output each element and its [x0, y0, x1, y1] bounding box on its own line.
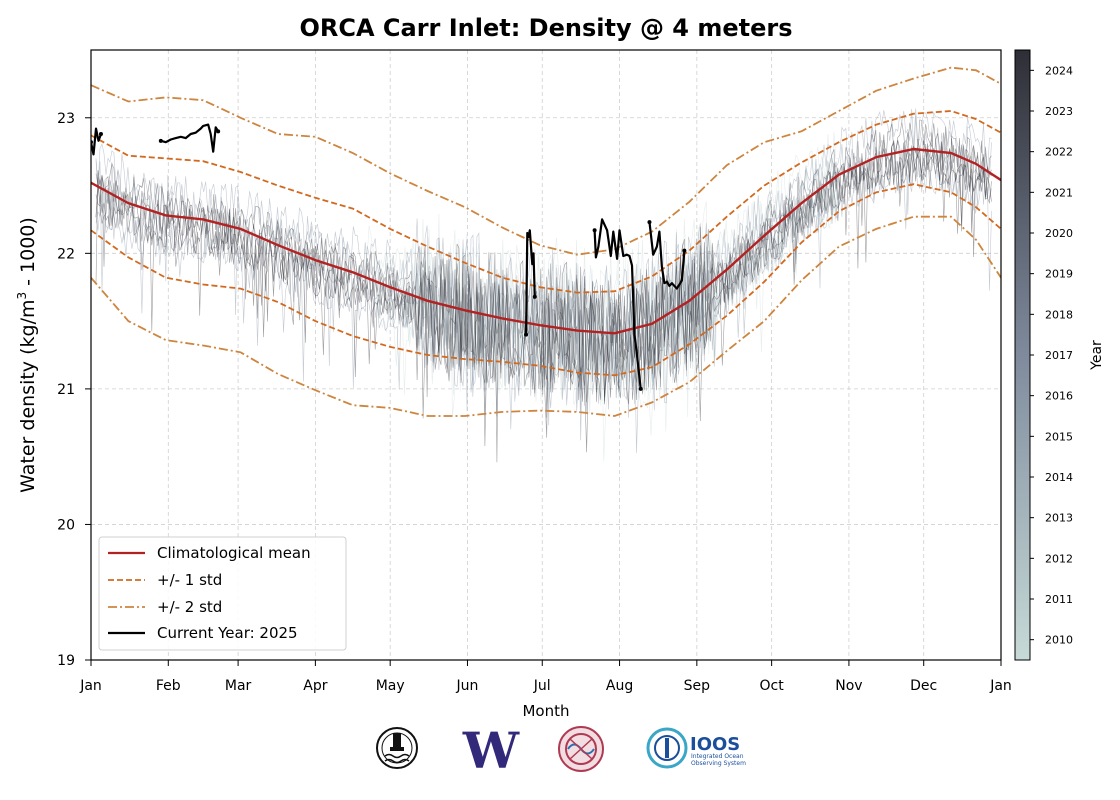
colorbar-tick-label: 2013 — [1045, 512, 1073, 525]
y-tick-label: 19 — [57, 653, 75, 669]
current-year-segment — [160, 123, 220, 153]
colorbar-tick-label: 2011 — [1045, 593, 1073, 606]
plot-frame — [90, 49, 1002, 661]
current-year-point — [158, 138, 163, 143]
current-year-segment — [648, 222, 686, 290]
svg-text:Observing System: Observing System — [691, 760, 746, 767]
grid-lines — [91, 50, 1001, 660]
x-tick-label: Aug — [606, 678, 633, 694]
colorbar-tick-label: 2020 — [1045, 227, 1073, 240]
current-year-segment — [91, 127, 103, 156]
x-tick-label: Dec — [910, 678, 937, 694]
legend-label-std2: +/- 2 std — [157, 598, 222, 616]
y-tick-label: 20 — [57, 517, 75, 533]
y-tick-label: 21 — [57, 382, 75, 398]
historical-year-trace — [95, 147, 992, 453]
historical-year-trace — [389, 181, 839, 406]
x-tick-label: May — [376, 678, 405, 694]
historical-year-trace — [95, 138, 992, 403]
historical-year-trace — [95, 119, 992, 463]
historical-year-trace — [95, 108, 992, 414]
current-year-point — [532, 294, 537, 299]
colorbar-tick-label: 2016 — [1045, 390, 1073, 403]
current-year-point — [682, 248, 687, 253]
y-tick-label: 23 — [57, 111, 75, 127]
colorbar-tick-label: 2015 — [1045, 430, 1073, 443]
svg-text:Integrated Ocean: Integrated Ocean — [691, 753, 744, 760]
x-tick-label: Apr — [303, 678, 327, 694]
x-axis-ticks: Jan Feb Mar Apr May Jun Jul Aug Sep Oct Nov Dec Jan — [79, 660, 1012, 694]
colorbar-tick-label: 2024 — [1045, 64, 1073, 77]
colorbar-tick-label: 2021 — [1045, 186, 1073, 199]
legend-label-current: Current Year: 2025 — [157, 624, 298, 642]
x-tick-label: Sep — [684, 678, 711, 694]
y-tick-label: 22 — [57, 246, 75, 262]
colorbar-tick-label: 2023 — [1045, 105, 1073, 118]
x-tick-label: Nov — [835, 678, 862, 694]
std-bands — [91, 66, 1001, 417]
y-axis-ticks: 19 20 21 22 23 — [57, 111, 91, 669]
colorbar-tick-label: 2019 — [1045, 268, 1073, 281]
std2-lower-line — [91, 215, 1001, 417]
orca-buoy-logo — [376, 727, 418, 769]
current-year-series — [91, 123, 687, 391]
x-tick-label: Mar — [225, 678, 252, 694]
x-tick-label: Jan — [79, 678, 102, 694]
std2-upper-line — [91, 66, 1001, 256]
legend-box — [98, 536, 347, 651]
current-year-point — [524, 332, 529, 337]
svg-text:IOOS: IOOS — [690, 734, 740, 755]
std1-lower-line — [91, 183, 1001, 377]
x-tick-label: Jan — [989, 678, 1012, 694]
historical-year-trace — [364, 131, 838, 377]
current-year-point — [592, 228, 597, 233]
historical-year-trace — [95, 149, 992, 441]
x-tick-label: Feb — [156, 678, 181, 694]
std1-upper-line — [91, 110, 1001, 294]
current-year-point — [638, 386, 643, 391]
colorbar-label: Year — [1089, 340, 1105, 371]
historical-year-trace — [380, 156, 838, 432]
historical-year-trace — [392, 171, 839, 417]
historical-year-trace — [95, 116, 992, 416]
colorbar-ticks: 2010 2011 2012 2013 2014 2015 2016 2017 2018 2019… — [1030, 64, 1073, 647]
nanoos-logo — [558, 726, 604, 772]
historical-year-trace — [95, 138, 992, 438]
historical-year-trace — [372, 178, 838, 462]
legend: Climatological mean +/- 1 std +/- 2 std … — [98, 536, 347, 651]
mean-series — [91, 147, 1001, 335]
chart-title: ORCA Carr Inlet: Density @ 4 meters — [299, 14, 792, 42]
ioos-logo: IOOS Integrated Ocean Observing System — [646, 727, 746, 769]
legend-label-mean: Climatological mean — [157, 544, 311, 562]
svg-text:W: W — [462, 721, 520, 780]
historical-year-trace — [401, 166, 839, 436]
colorbar-gradient — [1014, 49, 1031, 661]
colorbar: 2010 2011 2012 2013 2014 2015 2016 2017 2018 2019… — [1014, 49, 1105, 661]
colorbar-tick-label: 2010 — [1045, 634, 1073, 647]
historical-year-trace — [95, 143, 992, 453]
legend-label-std1: +/- 1 std — [157, 571, 222, 589]
historical-traces — [95, 108, 992, 463]
x-tick-label: Jun — [456, 678, 479, 694]
x-axis-label: Month — [522, 702, 569, 720]
climatological-mean-line — [91, 147, 1001, 335]
current-year-point — [647, 220, 652, 225]
colorbar-tick-label: 2022 — [1045, 146, 1073, 159]
current-year-point — [98, 132, 103, 137]
current-year-segment — [525, 229, 536, 335]
y-axis-label: Water density (kg/m3 - 1000) — [15, 217, 39, 493]
colorbar-tick-label: 2018 — [1045, 308, 1073, 321]
colorbar-tick-label: 2012 — [1045, 552, 1073, 565]
x-tick-label: Oct — [760, 678, 785, 694]
current-year-segment — [593, 218, 642, 390]
current-year-point — [216, 129, 221, 134]
colorbar-tick-label: 2014 — [1045, 471, 1073, 484]
x-tick-label: Jul — [533, 678, 551, 694]
colorbar-tick-label: 2017 — [1045, 349, 1073, 362]
uw-logo: W — [462, 721, 520, 780]
